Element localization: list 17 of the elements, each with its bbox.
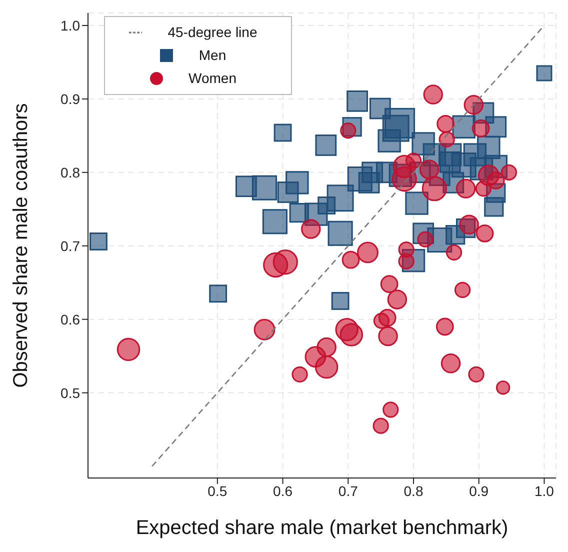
x-axis-title: Expected share male (market benchmark) [136, 517, 508, 539]
x-tick-label: 0.9 [469, 482, 489, 499]
legend-label: Men [198, 47, 226, 63]
x-tick-label: 0.7 [338, 482, 358, 499]
x-tick-label: 1.0 [534, 482, 554, 499]
x-tick-label: 0.8 [404, 482, 424, 499]
y-tick-label: 0.6 [60, 311, 80, 328]
legend-label: 45-degree line [168, 24, 258, 40]
legend-label: Women [188, 70, 236, 86]
x-tick-label: 0.6 [273, 482, 293, 499]
y-tick-label: 0.7 [60, 238, 80, 254]
x-tick-label: 0.5 [208, 482, 228, 499]
y-tick-label: 0.9 [60, 90, 80, 107]
y-axis-title: Observed share male coauthors [10, 103, 32, 388]
y-tick-label: 0.5 [60, 384, 80, 401]
y-tick-label: 0.8 [60, 164, 80, 180]
y-tick-label: 1.0 [60, 17, 80, 34]
